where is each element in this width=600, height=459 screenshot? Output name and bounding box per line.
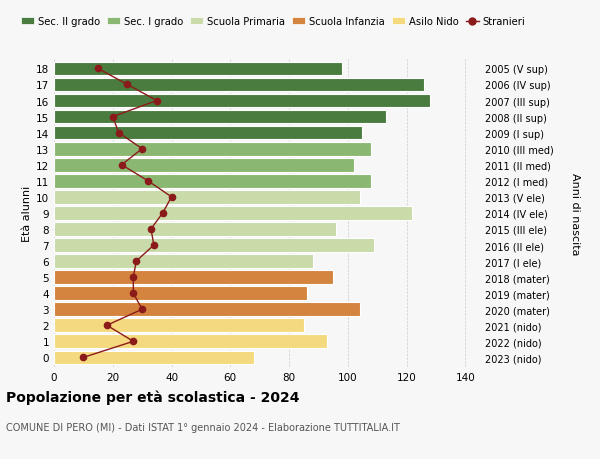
Bar	[54, 239, 374, 252]
Bar	[54, 303, 359, 316]
Y-axis label: Età alunni: Età alunni	[22, 185, 32, 241]
Bar	[54, 158, 353, 172]
Legend: Sec. II grado, Sec. I grado, Scuola Primaria, Scuola Infanzia, Asilo Nido, Stran: Sec. II grado, Sec. I grado, Scuola Prim…	[20, 17, 525, 27]
Bar	[54, 335, 327, 348]
Bar	[54, 319, 304, 332]
Bar	[54, 255, 313, 269]
Text: Popolazione per età scolastica - 2024: Popolazione per età scolastica - 2024	[6, 390, 299, 405]
Bar	[54, 207, 412, 220]
Bar	[54, 143, 371, 156]
Bar	[54, 78, 424, 92]
Bar	[54, 271, 333, 284]
Bar	[54, 190, 359, 204]
Y-axis label: Anni di nascita: Anni di nascita	[570, 172, 580, 255]
Bar	[54, 351, 254, 364]
Bar	[54, 223, 336, 236]
Bar	[54, 95, 430, 108]
Bar	[54, 174, 371, 188]
Bar	[54, 287, 307, 300]
Text: COMUNE DI PERO (MI) - Dati ISTAT 1° gennaio 2024 - Elaborazione TUTTITALIA.IT: COMUNE DI PERO (MI) - Dati ISTAT 1° genn…	[6, 422, 400, 432]
Bar	[54, 127, 362, 140]
Bar	[54, 111, 386, 124]
Bar	[54, 62, 342, 76]
